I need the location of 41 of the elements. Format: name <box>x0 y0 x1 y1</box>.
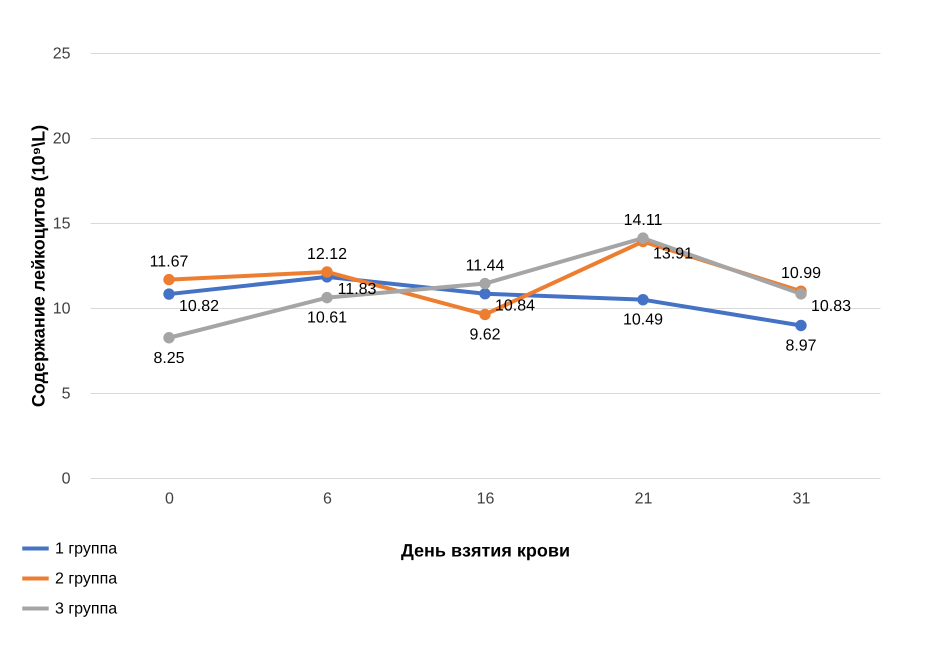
y-axis-title: Содержание лейкоцитов (10⁹\L) <box>28 124 49 408</box>
data-label: 11.83 <box>338 280 377 298</box>
data-label: 11.67 <box>150 254 189 271</box>
data-label: 10.49 <box>622 312 664 329</box>
data-label: 8.97 <box>785 338 817 355</box>
point <box>321 266 333 278</box>
data-label: 14.11 <box>624 212 663 230</box>
point <box>163 288 175 300</box>
x-tick-label: 0 <box>165 490 174 508</box>
x-axis-title: День взятия крови <box>400 540 570 560</box>
point <box>479 288 491 300</box>
point <box>163 332 175 344</box>
data-label: 8.25 <box>153 350 185 367</box>
point <box>637 232 649 244</box>
data-label: 10.83 <box>810 298 852 315</box>
point <box>479 278 491 290</box>
legend-label: 1 группа <box>55 540 118 558</box>
point <box>163 274 175 286</box>
y-tick-label: 25 <box>52 46 71 62</box>
point <box>795 288 807 300</box>
data-label: 12.12 <box>306 246 348 263</box>
x-tick-label: 6 <box>323 490 332 508</box>
data-label: 11.44 <box>466 258 505 275</box>
point <box>795 320 807 332</box>
legend-label: 3 группа <box>55 600 118 618</box>
point <box>479 308 491 320</box>
y-tick-label: 15 <box>52 216 71 232</box>
data-label: 9.62 <box>469 326 501 344</box>
data-label: 10.99 <box>780 265 822 282</box>
point <box>637 294 649 306</box>
x-tick-label: 16 <box>476 490 494 508</box>
y-tick-label: 0 <box>62 470 71 488</box>
point <box>321 292 333 304</box>
y-tick-label: 5 <box>62 386 71 402</box>
x-tick-label: 21 <box>634 490 652 508</box>
data-label: 10.61 <box>306 310 348 327</box>
legend-label: 2 группа <box>55 570 118 588</box>
x-tick-label: 31 <box>792 490 810 508</box>
y-tick-label: 10 <box>52 300 71 318</box>
data-label: 10.82 <box>178 298 220 316</box>
y-tick-label: 20 <box>52 130 71 148</box>
